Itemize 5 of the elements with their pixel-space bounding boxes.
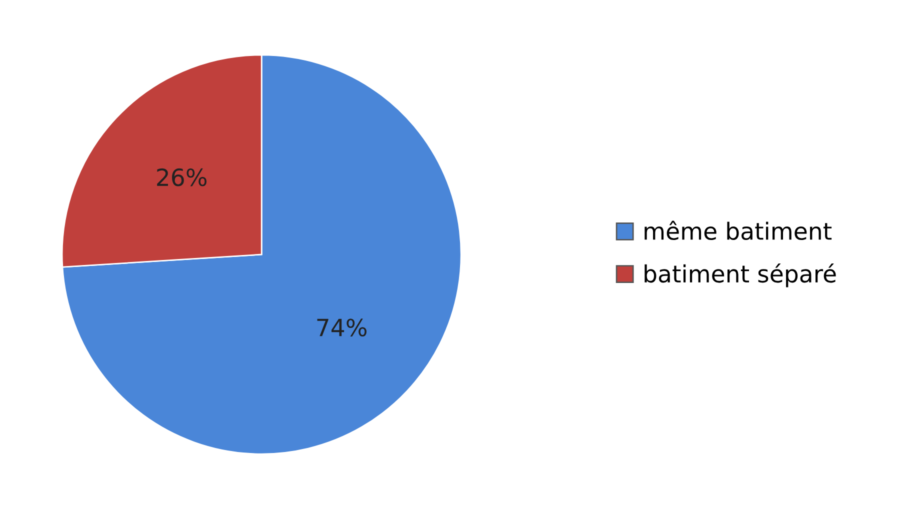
data-label: 74% bbox=[317, 318, 367, 336]
legend-label: batiment séparé bbox=[644, 263, 836, 288]
data-label: 26% bbox=[157, 168, 207, 186]
legend-label: même batiment bbox=[644, 220, 832, 240]
pie-slice bbox=[62, 54, 462, 455]
